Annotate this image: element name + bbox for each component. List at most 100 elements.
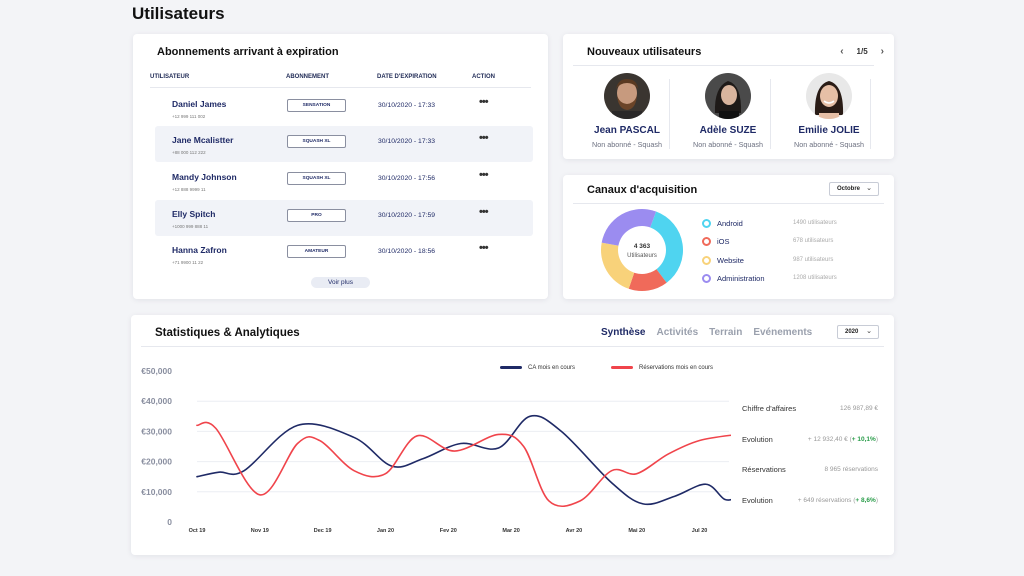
x-tick-label: Fev 20 bbox=[440, 528, 457, 534]
user-phone: +88 000 112 222 bbox=[172, 150, 206, 155]
divider bbox=[669, 79, 670, 149]
avatar bbox=[705, 73, 751, 119]
kpi-highlight: + 10,1% bbox=[851, 436, 876, 443]
ios-dot bbox=[702, 237, 711, 246]
channel-value: 987 utilisateurs bbox=[793, 257, 834, 263]
see-more-button[interactable]: Voir plus bbox=[311, 277, 370, 288]
channel-name: Website bbox=[717, 256, 744, 265]
table-row: Elly Spitch +1000 999 888 11 PRO 30/10/2… bbox=[155, 200, 533, 236]
user-name[interactable]: Hanna Zafron bbox=[172, 245, 227, 255]
user-phone: +12 999 111 002 bbox=[172, 114, 206, 119]
plan-badge: PRO bbox=[287, 209, 346, 222]
pager: ‹ 1/5 › bbox=[840, 46, 884, 57]
table-row: Jane Mcalistter +88 000 112 222 SQUASH X… bbox=[155, 126, 533, 162]
kpi-label: Réservations bbox=[742, 465, 786, 474]
legend-swatch bbox=[611, 365, 633, 369]
expiration-date: 30/10/2020 - 17:59 bbox=[378, 212, 436, 219]
more-actions-button[interactable]: ••• bbox=[479, 96, 489, 108]
plan-badge: SENSATION bbox=[287, 99, 346, 112]
ca-series-line bbox=[196, 414, 731, 506]
new-user-item[interactable]: Emilie JOLIE Non abonné - Squash bbox=[779, 73, 879, 149]
more-actions-button[interactable]: ••• bbox=[479, 132, 489, 144]
user-phone: +1000 999 888 11 bbox=[172, 224, 209, 229]
channel-name: iOS bbox=[717, 237, 730, 246]
legend-swatch bbox=[500, 365, 522, 369]
tab-evenements[interactable]: Evénements bbox=[753, 327, 813, 338]
channel-value: 1208 utilisateurs bbox=[793, 275, 837, 281]
kpi-label: Chiffre d'affaires bbox=[742, 404, 797, 413]
chevron-down-icon: ⌄ bbox=[866, 185, 872, 192]
administration-dot bbox=[702, 274, 711, 283]
y-tick-label: €10,000 bbox=[141, 487, 172, 497]
y-tick-label: €20,000 bbox=[141, 457, 172, 467]
user-phone: +12 888 9999 11 bbox=[172, 187, 206, 192]
chart-legend-ca: CA mois en cours bbox=[500, 365, 575, 371]
channel-name: Administration bbox=[717, 274, 765, 283]
kpi-label: Evolution bbox=[742, 496, 773, 505]
tab-activites[interactable]: Activités bbox=[656, 327, 699, 338]
user-name: Adèle SUZE bbox=[699, 125, 757, 136]
more-actions-button[interactable]: ••• bbox=[479, 206, 489, 218]
kpi-value-text: 8 965 réservations bbox=[824, 466, 878, 473]
channel-name: Android bbox=[717, 219, 743, 228]
website-dot bbox=[702, 256, 711, 265]
tab-terrain[interactable]: Terrain bbox=[709, 327, 743, 338]
kpi-value-text: 126 987,89 € bbox=[840, 405, 878, 412]
more-actions-button[interactable]: ••• bbox=[479, 169, 489, 181]
user-name[interactable]: Elly Spitch bbox=[172, 209, 216, 219]
stats-card: Statistiques & Analytiques Synthèse Acti… bbox=[131, 315, 894, 555]
new-user-item[interactable]: Adèle SUZE Non abonné - Squash bbox=[678, 73, 778, 149]
user-phone: +71 9900 11 22 bbox=[172, 260, 204, 265]
stats-tabs: Synthèse Activités Terrain Evénements bbox=[601, 327, 812, 338]
donut-hole bbox=[618, 226, 666, 274]
x-tick-label: Avr 20 bbox=[566, 528, 583, 534]
kpi-highlight: + 8,6% bbox=[855, 497, 876, 504]
kpi-value: + 12 932,40 € (+ 10,1%) bbox=[808, 436, 878, 443]
x-tick-label: Jul 20 bbox=[692, 528, 708, 534]
user-name[interactable]: Daniel James bbox=[172, 99, 227, 109]
tab-synthese[interactable]: Synthèse bbox=[601, 327, 646, 338]
user-status: Non abonné - Squash bbox=[592, 140, 662, 149]
channel-value: 1490 utilisateurs bbox=[793, 220, 837, 226]
channel-value: 678 utilisateurs bbox=[793, 238, 834, 244]
divider bbox=[770, 79, 771, 149]
x-tick-label: Dec 19 bbox=[314, 528, 332, 534]
plan-badge: SQUASH XL bbox=[287, 172, 346, 185]
month-select[interactable]: Octobre ⌄ bbox=[829, 182, 879, 196]
user-name: Emilie JOLIE bbox=[798, 125, 860, 136]
divider bbox=[573, 65, 874, 66]
chevron-left-icon[interactable]: ‹ bbox=[840, 46, 844, 57]
year-select-value: 2020 bbox=[845, 329, 859, 335]
table-row: Hanna Zafron +71 9900 11 22 AMATEUR 30/1… bbox=[155, 236, 533, 272]
col-plan: ABONNEMENT bbox=[286, 74, 329, 80]
new-user-item[interactable]: Jean PASCAL Non abonné - Squash bbox=[577, 73, 677, 149]
user-name[interactable]: Mandy Johnson bbox=[172, 172, 237, 182]
reservations-series-line bbox=[196, 421, 731, 507]
divider bbox=[141, 346, 884, 347]
new-users-title: Nouveaux utilisateurs bbox=[587, 46, 702, 58]
donut-total-label: Utilisateurs bbox=[627, 253, 657, 259]
user-name[interactable]: Jane Mcalistter bbox=[172, 135, 234, 145]
stats-title: Statistiques & Analytiques bbox=[155, 327, 300, 339]
divider bbox=[870, 79, 871, 149]
col-date: DATE D'EXPIRATION bbox=[377, 74, 437, 80]
legend-label: CA mois en cours bbox=[528, 365, 576, 371]
chevron-down-icon: ⌄ bbox=[866, 328, 872, 335]
kpi-value-text: + 12 932,40 € ( bbox=[807, 436, 852, 443]
donut-total: 4 363 bbox=[634, 243, 651, 250]
x-tick-label: Jan 20 bbox=[377, 528, 394, 534]
acquisition-card: Canaux d'acquisition Octobre ⌄ 4 363 Uti… bbox=[563, 175, 894, 299]
more-actions-button[interactable]: ••• bbox=[479, 242, 489, 254]
year-select[interactable]: 2020 ⌄ bbox=[837, 325, 879, 339]
pager-label: 1/5 bbox=[856, 47, 868, 56]
page-title: Utilisateurs bbox=[132, 4, 225, 23]
expiration-date: 30/10/2020 - 17:33 bbox=[378, 138, 436, 145]
chevron-right-icon[interactable]: › bbox=[880, 46, 884, 57]
y-tick-label: 0 bbox=[167, 517, 172, 527]
android-dot bbox=[702, 219, 711, 228]
expiration-date: 30/10/2020 - 17:33 bbox=[378, 102, 436, 109]
subscriptions-title: Abonnements arrivant à expiration bbox=[157, 46, 339, 58]
y-tick-label: €30,000 bbox=[141, 426, 172, 436]
kpi-value-text: + 649 réservations ( bbox=[797, 497, 856, 504]
new-users-card: Nouveaux utilisateurs ‹ 1/5 › Jean PASCA… bbox=[563, 34, 894, 159]
